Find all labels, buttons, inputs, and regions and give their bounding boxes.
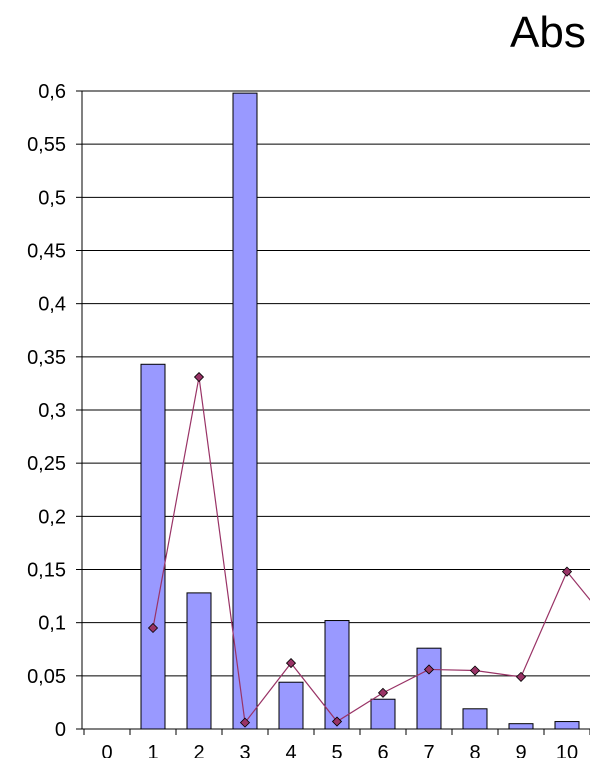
y-tick-label: 0,25 <box>27 453 66 475</box>
line-point <box>469 665 481 676</box>
bar <box>370 698 396 730</box>
y-tick-label: 0,3 <box>38 400 66 422</box>
x-tick-label: 7 <box>423 742 434 758</box>
line-point <box>193 371 205 383</box>
series-line <box>152 376 590 725</box>
line-point <box>239 717 251 728</box>
y-tick-label: 0,2 <box>38 506 66 528</box>
x-tick-label: 5 <box>331 742 342 758</box>
line-point <box>377 687 389 698</box>
line-point <box>331 716 343 727</box>
bar <box>232 92 258 730</box>
bar <box>278 681 304 730</box>
x-tick-label: 3 <box>239 742 250 758</box>
y-tick-label: 0,05 <box>27 666 66 688</box>
x-tick-label: 4 <box>285 742 296 758</box>
x-tick-label: 1 <box>147 742 158 758</box>
bar <box>462 708 488 730</box>
x-tick-label: 2 <box>193 742 204 758</box>
bar <box>324 620 350 730</box>
x-tick-label: 10 <box>556 742 578 758</box>
line-point <box>147 622 159 634</box>
y-tick-label: 0,45 <box>27 241 66 263</box>
line-point <box>561 566 573 577</box>
y-tick-label: 0,55 <box>27 134 66 156</box>
y-tick-label: 0,4 <box>38 294 66 316</box>
y-tick-label: 0 <box>55 719 66 741</box>
y-tick-label: 0,35 <box>27 347 66 369</box>
bar <box>508 723 534 730</box>
y-tick-label: 0,1 <box>38 613 66 635</box>
x-tick-label: 9 <box>515 742 526 758</box>
bar <box>416 647 442 730</box>
y-tick-label: 0,15 <box>27 560 66 582</box>
line-point <box>515 671 527 682</box>
bar <box>140 363 166 730</box>
line-point <box>285 658 297 669</box>
y-tick-label: 0,5 <box>38 187 66 209</box>
x-tick-label: 0 <box>101 742 112 758</box>
bar <box>554 721 580 730</box>
line-point <box>423 664 435 675</box>
y-tick-label: 0,6 <box>38 81 66 103</box>
x-tick-label: 8 <box>469 742 480 758</box>
x-tick-label: 6 <box>377 742 388 758</box>
bar <box>186 592 212 730</box>
chart-title: Abs <box>510 8 586 57</box>
